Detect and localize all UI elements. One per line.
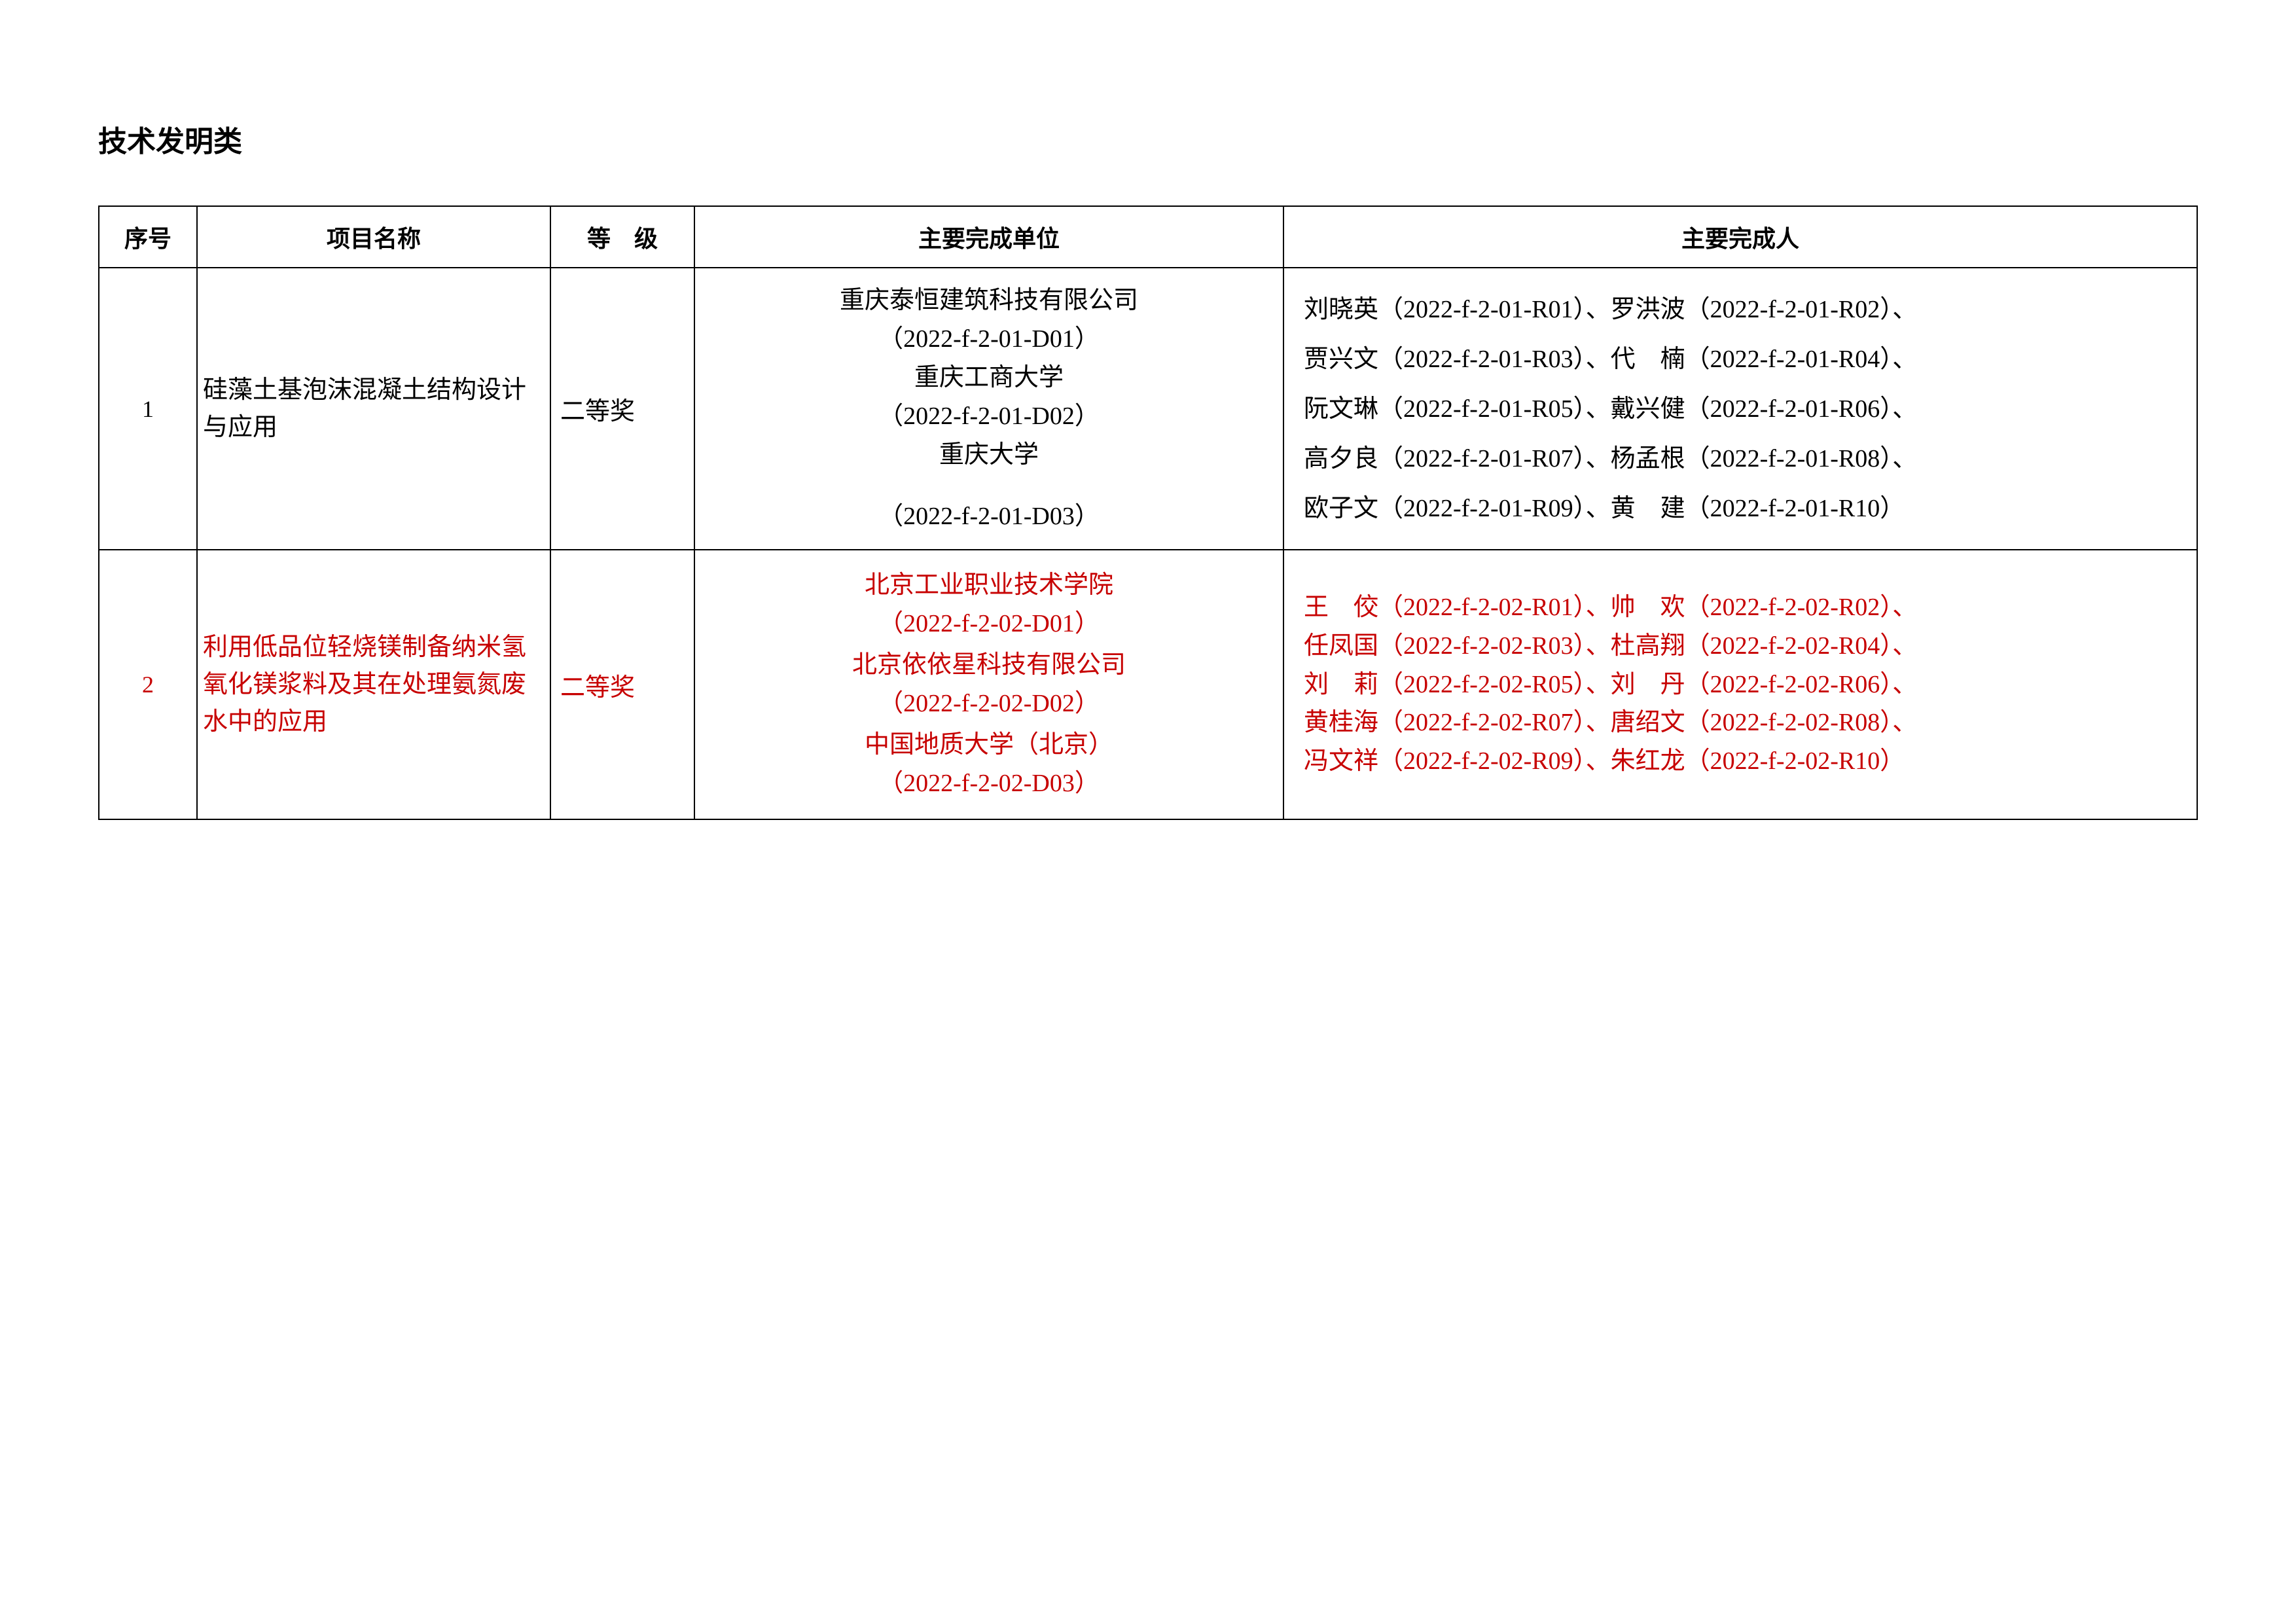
col-header-name: 项目名称: [197, 206, 550, 268]
spacer: [708, 474, 1270, 497]
unit-name: 重庆泰恒建筑科技有限公司: [708, 281, 1270, 320]
seq-cell: 1: [99, 268, 197, 550]
table-row: 1硅藻土基泡沫混凝土结构设计与应用二等奖重庆泰恒建筑科技有限公司（2022-f-…: [99, 268, 2197, 550]
people-line: 冯文祥（2022-f-2-02-R09）、朱红龙（2022-f-2-02-R10…: [1304, 742, 2177, 781]
table-body: 1硅藻土基泡沫混凝土结构设计与应用二等奖重庆泰恒建筑科技有限公司（2022-f-…: [99, 268, 2197, 819]
people-line: 贾兴文（2022-f-2-01-R03）、代 楠（2022-f-2-01-R04…: [1304, 334, 2177, 384]
unit-cell: 重庆泰恒建筑科技有限公司（2022-f-2-01-D01）重庆工商大学（2022…: [694, 268, 1283, 550]
project-name-cell: 硅藻土基泡沫混凝土结构设计与应用: [197, 268, 550, 550]
unit-block: 北京依依星科技有限公司（2022-f-2-02-D02）: [708, 646, 1270, 723]
table-header-row: 序号 项目名称 等 级 主要完成单位 主要完成人: [99, 206, 2197, 268]
unit-block: 北京工业职业技术学院（2022-f-2-02-D01）: [708, 566, 1270, 643]
unit-name: 重庆大学: [708, 436, 1270, 474]
unit-code: （2022-f-2-01-D02）: [708, 397, 1270, 436]
unit-code: （2022-f-2-02-D02）: [708, 685, 1270, 723]
col-header-unit: 主要完成单位: [694, 206, 1283, 268]
unit-name: 北京工业职业技术学院: [708, 566, 1270, 605]
people-line: 任凤国（2022-f-2-02-R03）、杜高翔（2022-f-2-02-R04…: [1304, 627, 2177, 666]
section-title: 技术发明类: [98, 118, 2198, 160]
people-line: 黄桂海（2022-f-2-02-R07）、唐绍文（2022-f-2-02-R08…: [1304, 704, 2177, 742]
unit-code: （2022-f-2-02-D01）: [708, 605, 1270, 643]
col-header-level: 等 级: [550, 206, 694, 268]
seq-cell: 2: [99, 550, 197, 819]
table-row: 2利用低品位轻烧镁制备纳米氢氧化镁浆料及其在处理氨氮废水中的应用二等奖北京工业职…: [99, 550, 2197, 819]
unit-cell: 北京工业职业技术学院（2022-f-2-02-D01）北京依依星科技有限公司（2…: [694, 550, 1283, 819]
people-line: 刘 莉（2022-f-2-02-R05）、刘 丹（2022-f-2-02-R06…: [1304, 666, 2177, 704]
unit-name: 重庆工商大学: [708, 359, 1270, 397]
level-cell: 二等奖: [550, 550, 694, 819]
level-cell: 二等奖: [550, 268, 694, 550]
unit-code: （2022-f-2-01-D03）: [708, 497, 1270, 536]
col-header-people: 主要完成人: [1283, 206, 2197, 268]
project-name-cell: 利用低品位轻烧镁制备纳米氢氧化镁浆料及其在处理氨氮废水中的应用: [197, 550, 550, 819]
unit-name: 北京依依星科技有限公司: [708, 646, 1270, 685]
people-line: 王 佼（2022-f-2-02-R01）、帅 欢（2022-f-2-02-R02…: [1304, 588, 2177, 627]
unit-code: （2022-f-2-02-D03）: [708, 764, 1270, 803]
people-line: 高夕良（2022-f-2-01-R07）、杨孟根（2022-f-2-01-R08…: [1304, 434, 2177, 484]
people-cell: 王 佼（2022-f-2-02-R01）、帅 欢（2022-f-2-02-R02…: [1283, 550, 2197, 819]
people-line: 刘晓英（2022-f-2-01-R01）、罗洪波（2022-f-2-01-R02…: [1304, 285, 2177, 334]
unit-name: 中国地质大学（北京）: [708, 726, 1270, 764]
unit-block: 中国地质大学（北京）（2022-f-2-02-D03）: [708, 726, 1270, 803]
awards-table: 序号 项目名称 等 级 主要完成单位 主要完成人 1硅藻土基泡沫混凝土结构设计与…: [98, 205, 2198, 820]
people-line: 阮文琳（2022-f-2-01-R05）、戴兴健（2022-f-2-01-R06…: [1304, 384, 2177, 434]
col-header-seq: 序号: [99, 206, 197, 268]
unit-code: （2022-f-2-01-D01）: [708, 320, 1270, 359]
people-cell: 刘晓英（2022-f-2-01-R01）、罗洪波（2022-f-2-01-R02…: [1283, 268, 2197, 550]
people-line: 欧子文（2022-f-2-01-R09）、黄 建（2022-f-2-01-R10…: [1304, 484, 2177, 533]
